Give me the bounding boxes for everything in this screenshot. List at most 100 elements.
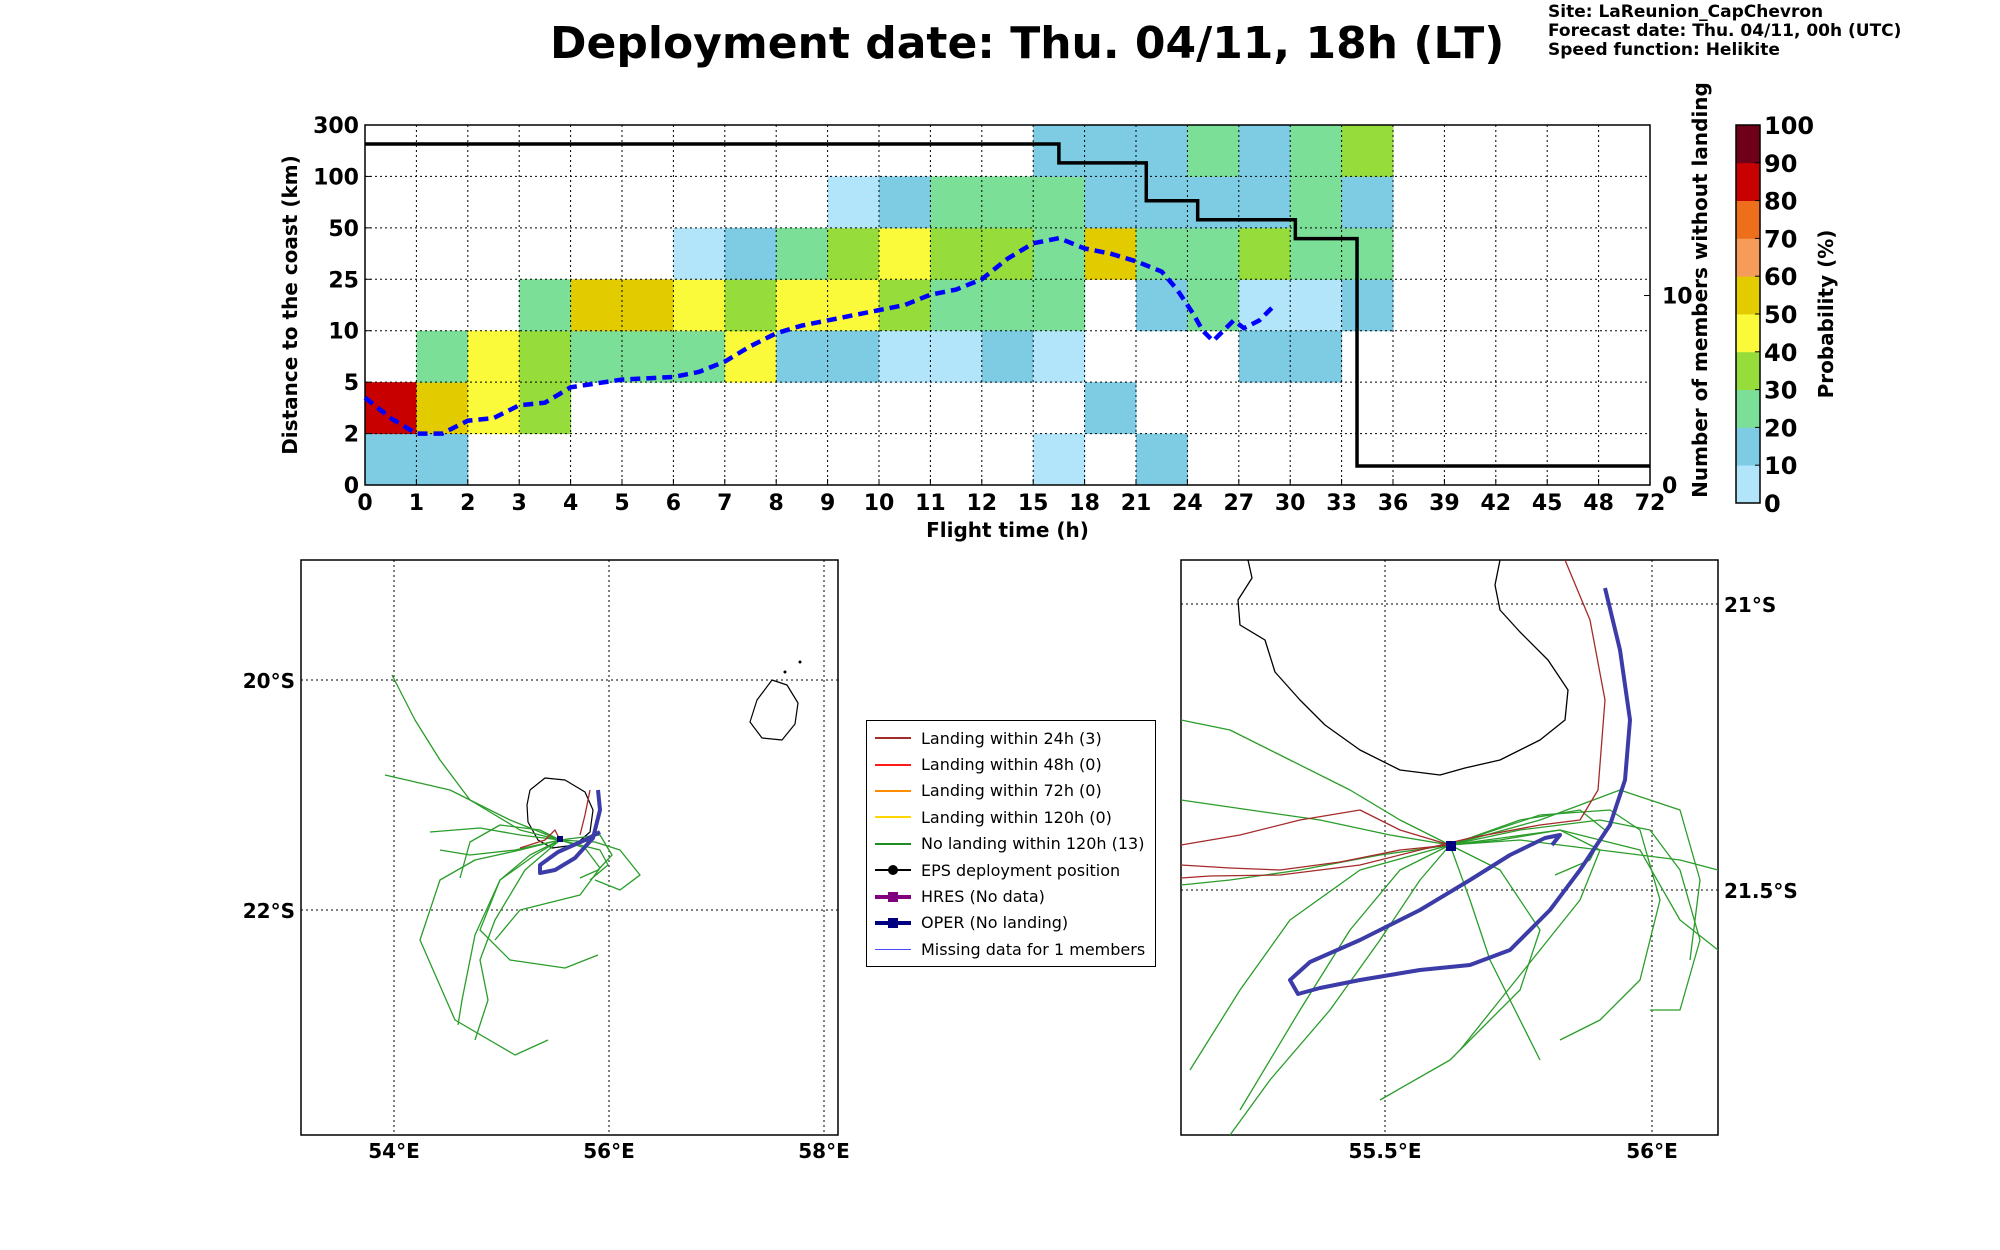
trajectory-no-landing [1449, 819, 1701, 1011]
heatmap-cell [724, 279, 777, 332]
legend-symbol [873, 728, 913, 748]
y-tick-label: 25 [328, 268, 359, 293]
heatmap-cell [1290, 279, 1343, 332]
lat-tick-label: 20°S [243, 669, 295, 693]
heatmap-cell [776, 227, 829, 280]
trajectory-landing-24h [519, 829, 561, 849]
lon-tick-label: 55.5°E [1348, 1139, 1421, 1163]
island-outline [749, 679, 799, 741]
lat-tick-label: 21°S [1724, 593, 1776, 617]
heatmap-cell [570, 330, 623, 383]
y2-tick-label: 0 [1662, 474, 1677, 499]
colorbar-tick-label: 70 [1764, 225, 1797, 253]
x-tick-label: 36 [1378, 491, 1409, 516]
trajectory-no-landing [1229, 844, 1451, 1136]
trajectory-no-landing [1180, 719, 1451, 846]
colorbar-tick-label: 80 [1764, 188, 1797, 216]
heatmap-cell [879, 227, 931, 280]
colorbar-segment [1736, 276, 1760, 315]
y-tick-label: 50 [328, 217, 359, 242]
x-tick-label: 21 [1121, 491, 1152, 516]
x-tick-label: 6 [666, 491, 681, 516]
trajectory-no-landing [1449, 839, 1719, 871]
y-tick-label: 10 [328, 320, 359, 345]
heatmap-cell [930, 176, 983, 229]
x-tick-label: 24 [1172, 491, 1203, 516]
trajectory-no-landing [1180, 844, 1451, 886]
islet [783, 670, 787, 674]
map-left: 54°E 56°E 58°E 20°S 22°S [243, 559, 850, 1163]
x-tick-label: 1 [409, 491, 424, 516]
colorbar-tick-label: 90 [1764, 150, 1797, 178]
y-tick-label: 0 [344, 474, 359, 499]
legend-item: Landing within 120h (0) [873, 804, 1155, 830]
colorbar-segment [1736, 200, 1760, 239]
trajectory-landing-24h [1180, 844, 1451, 871]
legend-label: Landing within 24h (3) [921, 728, 1102, 748]
lon-tick-label: 56°E [1626, 1139, 1678, 1163]
x-tick-label: 3 [512, 491, 527, 516]
x-tick-label: 39 [1429, 491, 1460, 516]
islet [798, 660, 802, 664]
legend-symbol [873, 860, 913, 880]
heatmap-cell [827, 330, 880, 383]
trajectory-no-landing [391, 674, 561, 841]
legend-symbol [873, 887, 913, 907]
heatmap-cell [1033, 176, 1086, 229]
heatmap-cell [1238, 279, 1291, 332]
speed-function-label: Speed function: Helikite [1548, 40, 1780, 60]
heatmap-cell [365, 382, 417, 435]
legend-item: Missing data for 1 members [873, 936, 1155, 962]
heatmap-cell [1290, 330, 1343, 383]
heatmap-cell [981, 330, 1034, 383]
y2-tick-label: 10 [1662, 285, 1693, 310]
colorbar-segment [1736, 465, 1760, 504]
forecast-date-label: Forecast date: Thu. 04/11, 00h (UTC) [1548, 21, 1902, 41]
heatmap-cell [1136, 433, 1188, 486]
heatmap-cell [365, 433, 417, 486]
legend-item: Landing within 24h (3) [873, 725, 1155, 751]
heatmap-cell [1136, 279, 1188, 332]
legend-symbol [873, 807, 913, 827]
heatmap-cell [1238, 330, 1291, 383]
x-tick-label: 33 [1326, 491, 1357, 516]
trajectory-no-landing [1189, 844, 1451, 1071]
colorbar-segment [1736, 427, 1760, 466]
colorbar-segment [1736, 125, 1760, 164]
y-axis-label: Distance to the coast (km) [278, 155, 302, 455]
heatmap-cell [1341, 279, 1394, 332]
site-label: Site: LaReunion_CapChevron [1548, 2, 1824, 22]
heatmap-cell [1290, 125, 1343, 177]
heatmap-panel: 0 1 2 3 4 5 6 7 8 9 10 11 12 15 18 21 24 27 30 33 36 39 42 45 48… [278, 82, 1712, 542]
x-tick-label: 7 [717, 491, 732, 516]
heatmap-cell [724, 227, 777, 280]
legend-label: No landing within 120h (13) [921, 834, 1145, 854]
heatmap-cell [570, 279, 623, 332]
trajectory-no-landing [439, 839, 561, 856]
legend-symbol [873, 913, 913, 933]
heatmap-cell [1290, 176, 1343, 229]
colorbar-tick-label: 40 [1764, 339, 1797, 367]
heatmap-cell [1238, 125, 1291, 177]
legend: Landing within 24h (3) Landing within 48h… [866, 720, 1156, 967]
colorbar-tick-label: 30 [1764, 377, 1797, 405]
legend-item: Landing within 72h (0) [873, 778, 1155, 804]
lon-tick-label: 56°E [583, 1139, 635, 1163]
legend-item: EPS deployment position [873, 857, 1155, 883]
heatmap-cell [879, 279, 931, 332]
legend-label: Landing within 48h (0) [921, 755, 1102, 775]
heatmap-cell [1033, 227, 1086, 280]
heatmap-cell [1033, 433, 1086, 486]
heatmap-cell [519, 330, 572, 383]
trajectory-landing-24h [579, 789, 591, 836]
colorbar-segment [1736, 314, 1760, 353]
heatmap-cell [930, 330, 983, 383]
lon-tick-label: 58°E [798, 1139, 850, 1163]
colorbar-segment [1736, 238, 1760, 277]
legend-symbol [873, 781, 913, 801]
heatmap-cell [1084, 382, 1137, 435]
y-tick-label: 5 [344, 371, 359, 396]
trajectory-no-landing [1449, 829, 1719, 951]
island-coastline [1237, 559, 1569, 776]
colorbar-segment [1736, 351, 1760, 390]
